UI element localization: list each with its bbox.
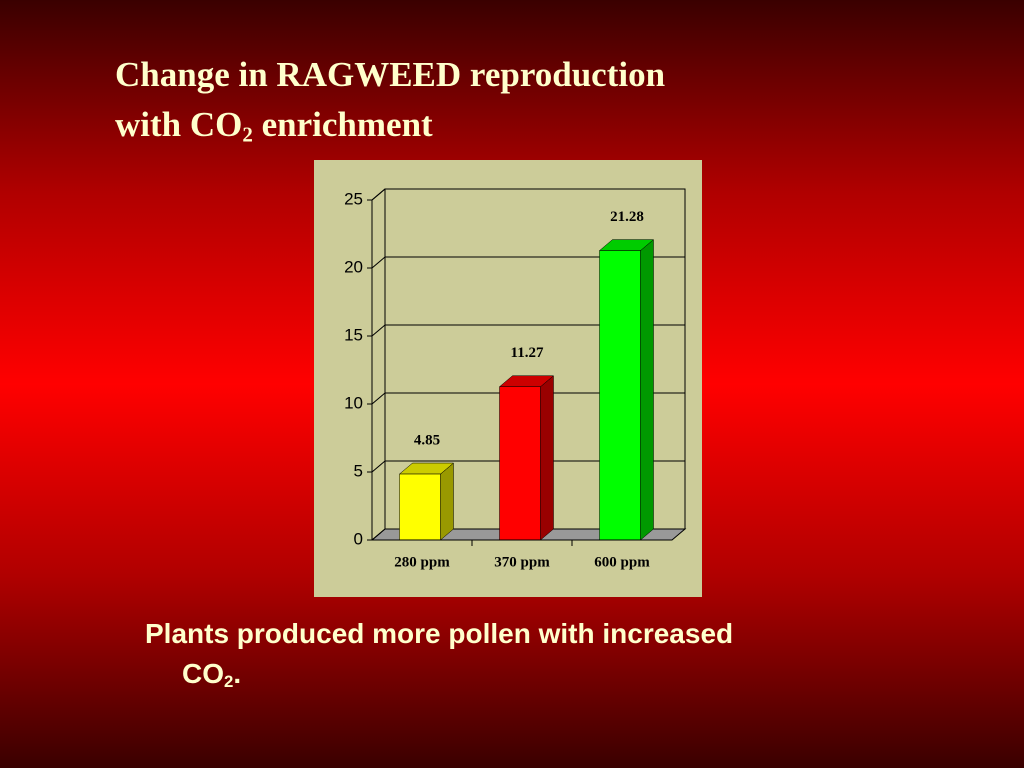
grid-line	[371, 392, 386, 405]
y-tick-label: 0	[354, 529, 363, 548]
y-tick-label: 5	[354, 461, 363, 480]
caption-text: CO	[182, 658, 224, 689]
x-tick-label: 370 ppm	[494, 554, 550, 570]
bar-side	[640, 239, 654, 541]
value-label: 4.85	[414, 432, 440, 448]
bar-side	[540, 375, 554, 541]
y-tick-label: 15	[344, 325, 363, 344]
grid-line	[371, 188, 386, 201]
grid-line	[371, 324, 386, 337]
value-label: 21.28	[610, 209, 644, 225]
caption-line: CO2.	[145, 654, 733, 702]
y-tick-label: 25	[344, 189, 363, 208]
title-text: with CO	[115, 105, 243, 144]
subscript: 2	[242, 122, 253, 147]
grid-line	[371, 528, 386, 541]
y-tick-label: 10	[344, 393, 363, 412]
y-tick-label: 20	[344, 257, 363, 276]
bar-side	[440, 462, 454, 541]
value-label: 11.27	[511, 345, 544, 361]
bar	[499, 386, 541, 541]
grid-line	[371, 256, 386, 269]
grid-line	[371, 460, 386, 473]
caption-line: Plants produced more pollen with increas…	[145, 618, 734, 649]
title-line: with CO2 enrichment	[115, 100, 665, 159]
slide-title: Change in RAGWEED reproduction with CO2 …	[115, 50, 665, 159]
title-text: enrichment	[261, 105, 433, 144]
x-tick-label: 600 ppm	[594, 554, 650, 570]
title-line: Change in RAGWEED reproduction	[115, 55, 666, 94]
caption-text: .	[233, 658, 242, 689]
caption: Plants produced more pollen with increas…	[145, 614, 733, 702]
bar	[399, 473, 441, 541]
bar	[599, 250, 641, 541]
x-tick-label: 280 ppm	[394, 554, 450, 570]
subscript: 2	[224, 672, 234, 692]
